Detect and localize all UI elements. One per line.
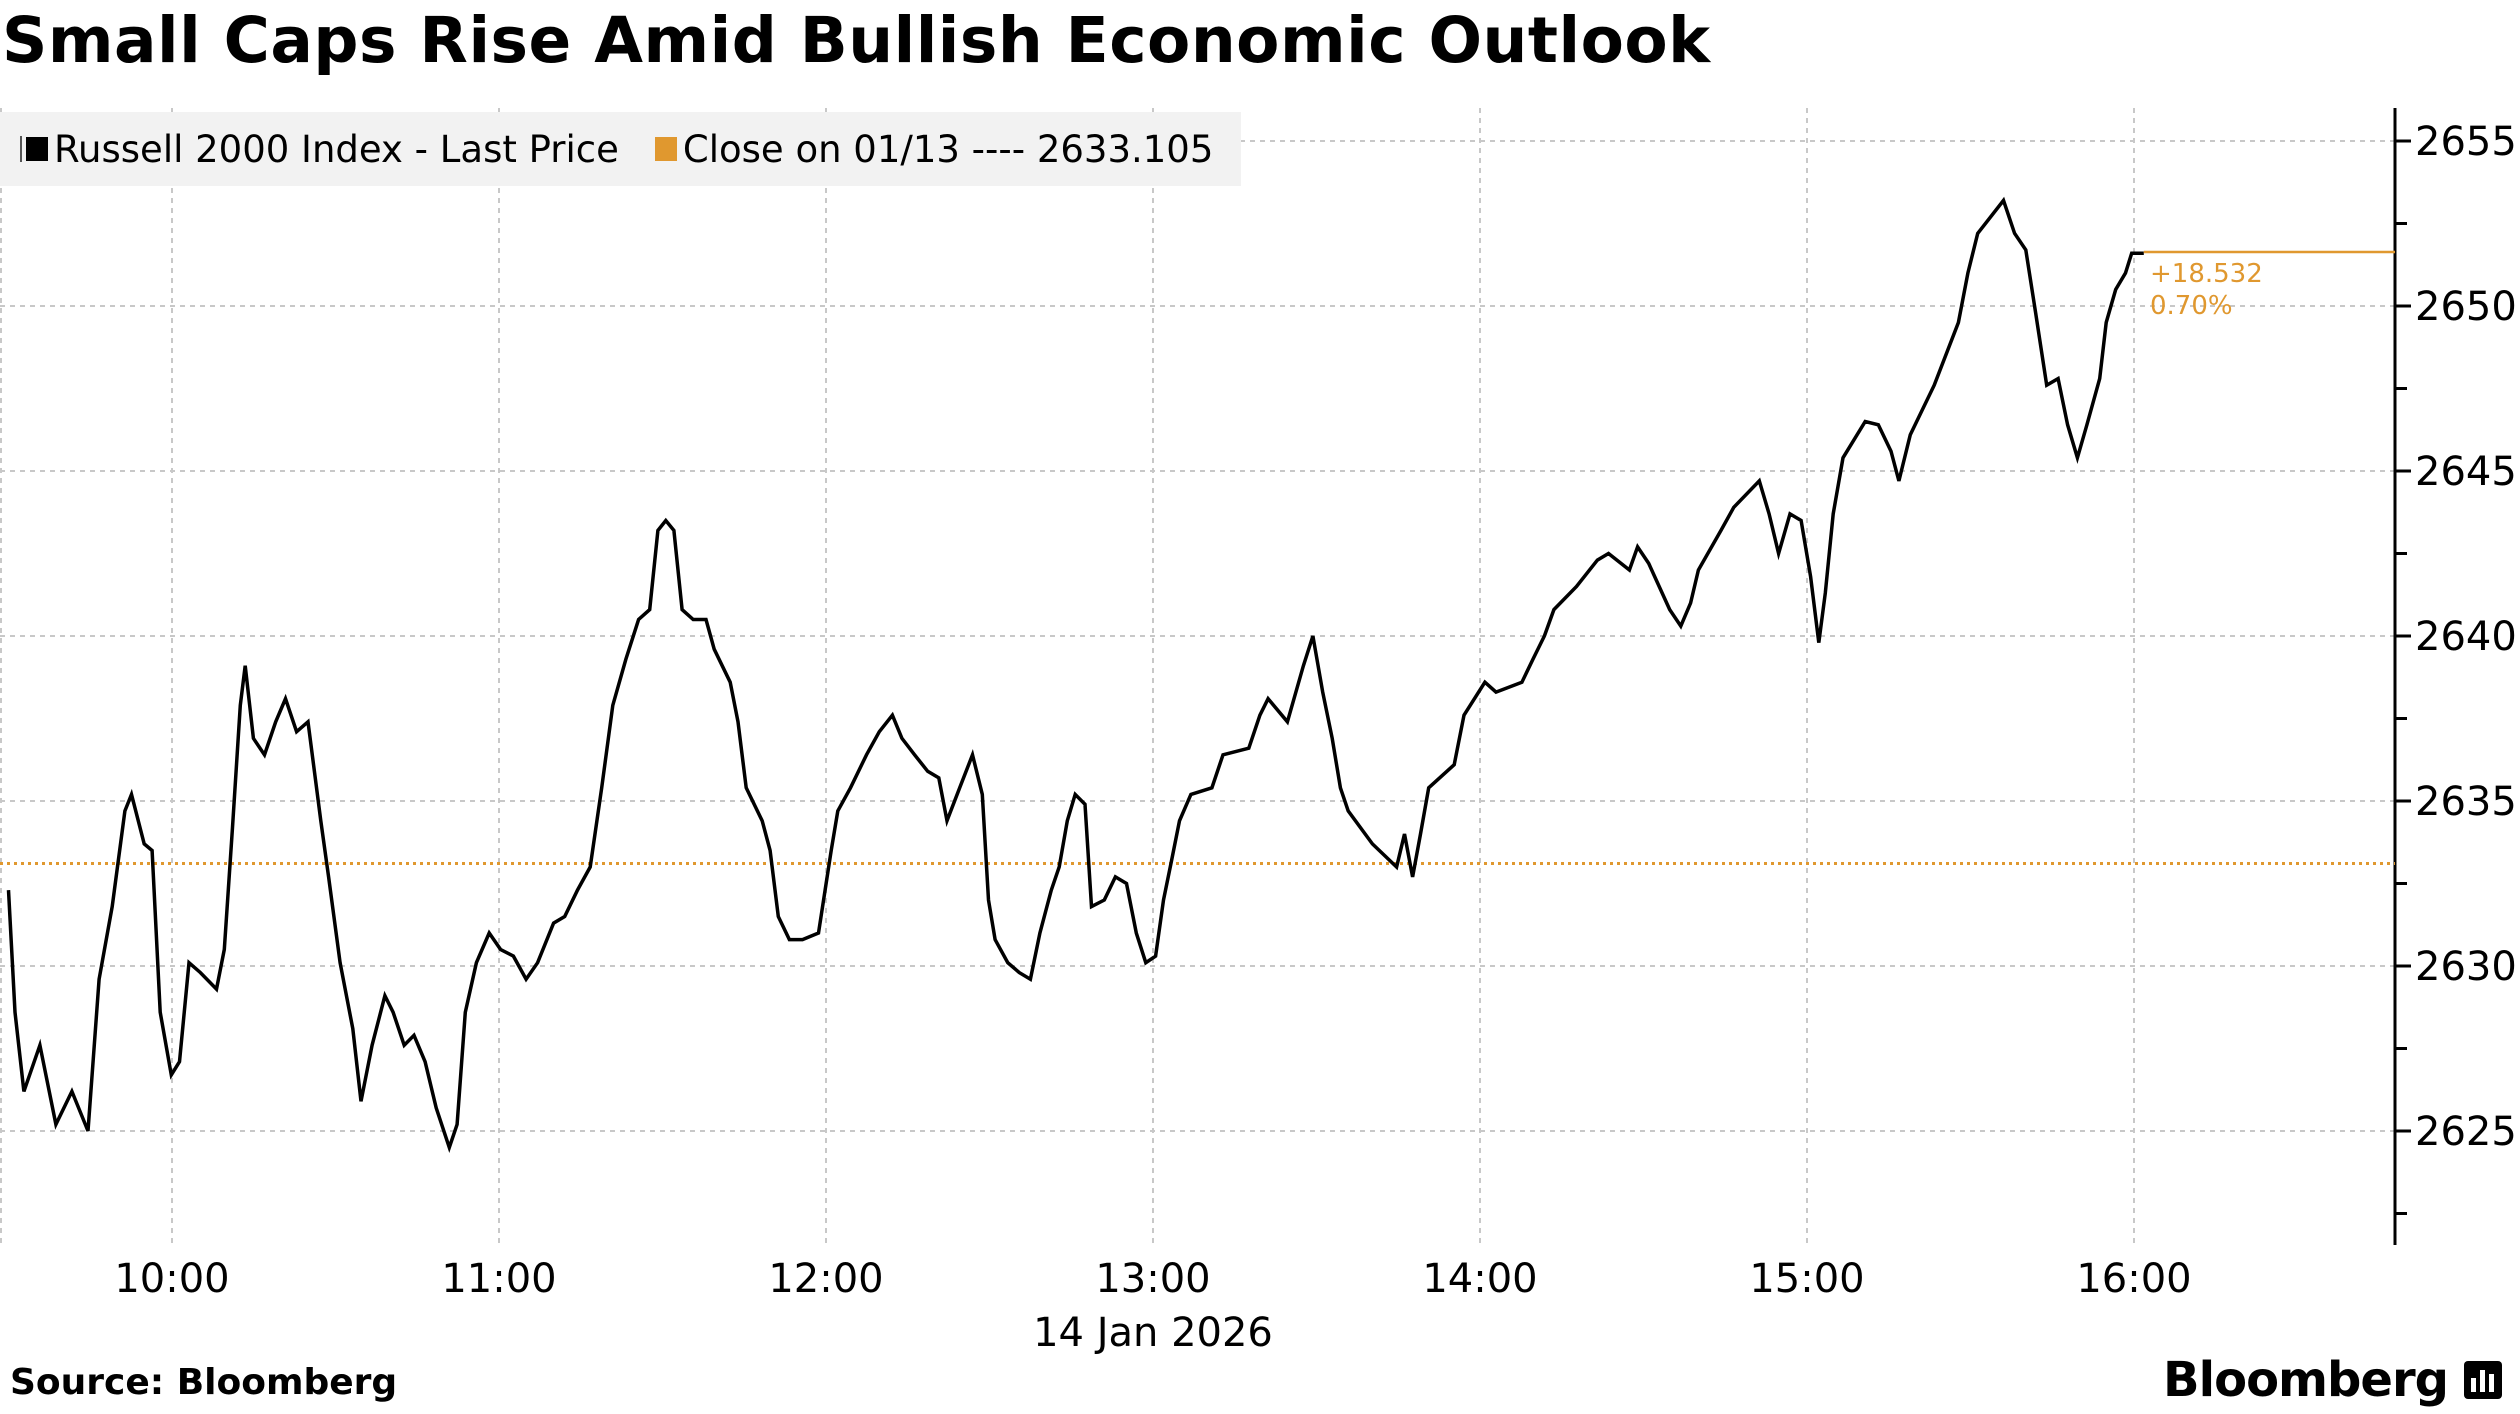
source-label: Source: Bloomberg — [10, 1362, 398, 1403]
y-tick-label: 2635 — [2415, 779, 2517, 825]
legend-item-close[interactable]: Close on 01/13 ---- 2633.105 — [654, 127, 1214, 171]
y-tick-label: 2630 — [2415, 944, 2517, 990]
x-tick-label: 15:00 — [1749, 1256, 1864, 1302]
legend: Russell 2000 Index - Last Price Close on… — [0, 112, 1241, 186]
x-tick-label: 16:00 — [2076, 1256, 2191, 1302]
legend-item-last-price[interactable]: Russell 2000 Index - Last Price — [26, 128, 619, 171]
pin-icon[interactable] — [20, 136, 22, 162]
legend-swatch-orange — [654, 137, 677, 161]
x-tick-label: 10:00 — [114, 1256, 229, 1302]
price-line — [6, 196, 2144, 1154]
legend-swatch-black — [26, 137, 48, 161]
brand-name: Bloomberg — [2163, 1352, 2449, 1408]
x-tick-label: 12:00 — [768, 1256, 883, 1302]
legend-label-close: Close on 01/13 ---- 2633.105 — [682, 127, 1214, 171]
bloomberg-logo: Bloomberg — [2163, 1352, 2502, 1408]
y-tick-label: 2655 — [2415, 119, 2517, 165]
x-tick-label: 11:00 — [441, 1256, 556, 1302]
legend-label-last-price: Russell 2000 Index - Last Price — [54, 127, 619, 171]
y-tick-label: 2625 — [2415, 1109, 2517, 1155]
chart-title: Small Caps Rise Amid Bullish Economic Ou… — [2, 4, 1711, 77]
x-tick-label: 13:00 — [1095, 1256, 1210, 1302]
bloomberg-chart-icon — [2464, 1361, 2502, 1399]
y-tick-label: 2650 — [2415, 284, 2517, 330]
change-annotation: +18.532 — [2150, 259, 2263, 289]
y-tick-label: 2645 — [2415, 449, 2517, 495]
y-tick-label: 2640 — [2415, 614, 2517, 660]
percent-annotation: 0.70% — [2150, 291, 2233, 321]
x-axis-label: 14 Jan 2026 — [1033, 1310, 1273, 1356]
x-tick-label: 14:00 — [1422, 1256, 1537, 1302]
